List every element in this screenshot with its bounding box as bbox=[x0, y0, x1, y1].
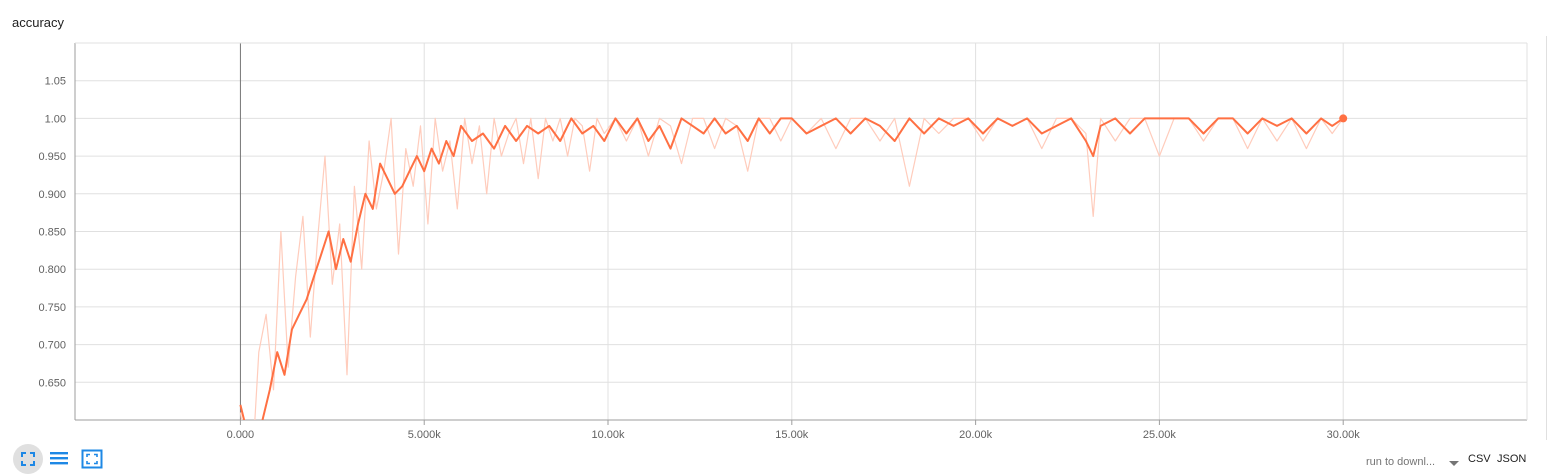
y-tick-label: 0.900 bbox=[38, 189, 66, 201]
series-end-marker bbox=[1339, 114, 1348, 123]
grid-lines bbox=[75, 43, 1527, 420]
x-tick-label: 30.00k bbox=[1327, 429, 1361, 440]
tick-labels: 0.650 0.700 0.750 0.800 0.850 0.900 0.950 1.00 1… bbox=[38, 76, 1360, 440]
y-tick-label: 0.800 bbox=[38, 264, 66, 276]
y-tick-label: 0.700 bbox=[38, 340, 66, 352]
json-link[interactable]: JSON bbox=[1497, 453, 1527, 465]
card-divider bbox=[1546, 36, 1547, 440]
y-tick-label: 1.00 bbox=[45, 113, 66, 125]
raw-series bbox=[239, 117, 1344, 420]
x-tick-label: 25.00k bbox=[1143, 429, 1177, 440]
x-tick-label: 0.000 bbox=[227, 429, 255, 440]
x-tick-label: 5.000k bbox=[408, 429, 442, 440]
chart-toolbar: run to downl... CSV JSON bbox=[0, 440, 1549, 476]
csv-link[interactable]: CSV bbox=[1468, 453, 1491, 465]
y-tick-label: 0.850 bbox=[38, 227, 66, 239]
fit-domain-icon[interactable] bbox=[77, 444, 107, 474]
x-tick-label: 15.00k bbox=[775, 429, 809, 440]
x-tick-label: 10.00k bbox=[591, 429, 625, 440]
fullscreen-icon[interactable] bbox=[13, 444, 43, 474]
y-tick-label: 0.650 bbox=[38, 377, 66, 389]
x-tick-label: 20.00k bbox=[959, 429, 993, 440]
list-icon[interactable] bbox=[44, 444, 74, 474]
smoothed-series-line bbox=[239, 117, 1344, 420]
smoothed-series bbox=[239, 114, 1348, 420]
raw-series-line bbox=[239, 117, 1344, 420]
y-tick-label: 0.750 bbox=[38, 302, 66, 314]
download-run-select[interactable]: run to downl... bbox=[1366, 456, 1436, 468]
y-tick-label: 1.05 bbox=[45, 76, 66, 88]
chart-title: accuracy bbox=[12, 15, 65, 30]
accuracy-chart[interactable]: 0.650 0.700 0.750 0.800 0.850 0.900 0.950 1.00 1… bbox=[0, 0, 1549, 440]
axes bbox=[74, 42, 1528, 425]
y-tick-label: 0.950 bbox=[38, 151, 66, 163]
chevron-down-icon[interactable] bbox=[1449, 461, 1459, 466]
